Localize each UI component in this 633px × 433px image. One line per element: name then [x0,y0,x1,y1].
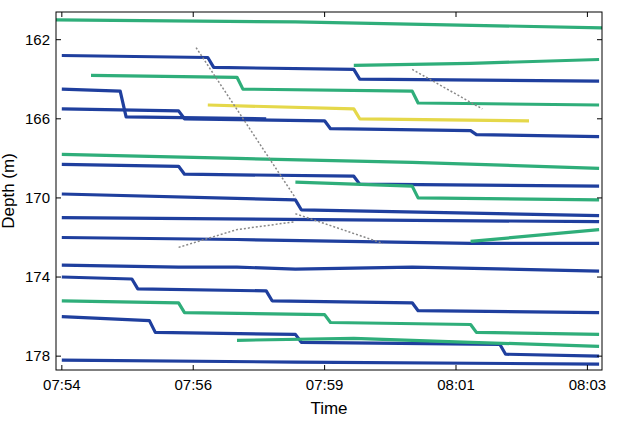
x-tick [324,365,325,370]
chart: 162 166 170 174 178 07:54 07:56 07:59 08:01 08:03… [0,0,633,433]
y-tick-label: 170 [25,189,50,206]
x-tick [456,12,457,17]
x-tick [587,12,588,17]
y-tick [56,39,61,40]
echo-streak [62,301,599,335]
echo-streak [237,338,599,346]
x-tick-label: 08:03 [569,376,607,393]
x-tick [587,365,588,370]
echo-streak [354,60,599,66]
y-tick [56,197,61,198]
x-tick-label: 07:54 [43,376,81,393]
y-tick [597,118,602,119]
x-tick-label: 07:59 [306,376,344,393]
echo-streak [62,218,599,222]
x-tick-label: 07:56 [174,376,212,393]
plot-background [56,12,602,370]
echo-streak [412,69,482,109]
x-tick [193,12,194,17]
y-tick-label: 178 [25,347,50,364]
echo-streak [196,48,295,198]
echo-streak [62,277,599,313]
plot-frame [56,12,602,370]
echo-streak [62,360,599,364]
echo-streak [62,194,599,216]
x-axis-title: Time [310,399,347,418]
y-tick-label: 174 [25,268,50,285]
y-tick [597,197,602,198]
streaks [56,20,602,364]
echo-streak [471,230,599,242]
x-tick [61,12,62,17]
echo-streak [62,109,599,137]
y-tick [56,356,61,357]
y-tick [597,277,602,278]
y-tick [597,356,602,357]
y-tick [597,39,602,40]
y-tick [56,277,61,278]
echo-streak [91,75,599,105]
x-tick [456,365,457,370]
echo-streak [295,214,383,244]
echo-streak [62,317,599,357]
x-tick-label: 08:01 [437,376,475,393]
y-tick-label: 162 [25,31,50,48]
echo-streak [62,89,266,119]
y-tick-label: 166 [25,110,50,127]
x-tick [61,365,62,370]
echo-streak [56,20,602,28]
echo-streak [179,222,296,248]
y-axis-title: Depth (m) [0,153,18,229]
echo-streak [62,265,599,271]
x-tick [324,12,325,17]
echo-streak [295,182,599,200]
y-tick [56,118,61,119]
x-tick [193,365,194,370]
